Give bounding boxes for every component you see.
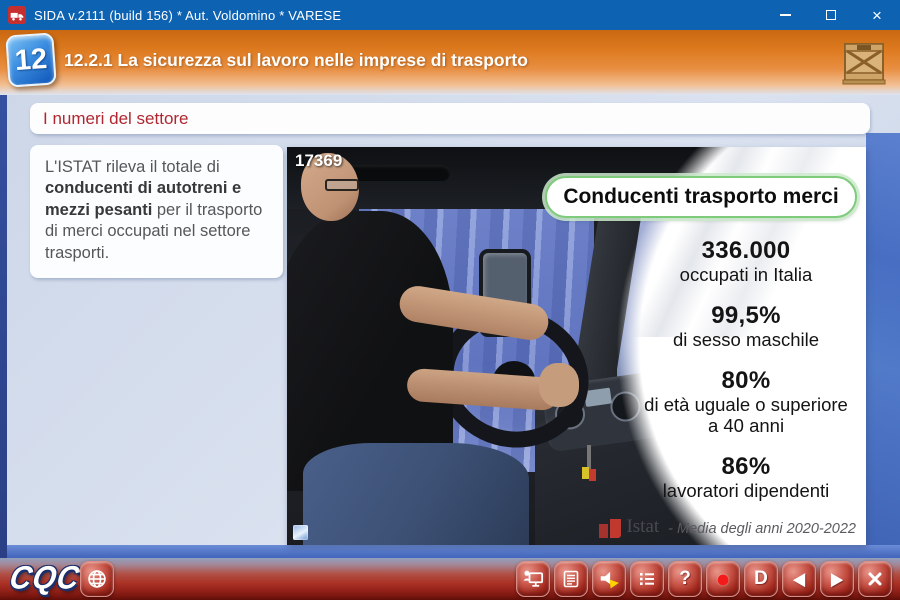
stat-occupati: 336.000 occupati in Italia xyxy=(679,237,813,286)
intro-text-box: L'ISTAT rileva il totale di conducenti d… xyxy=(30,145,283,279)
record-icon: ● xyxy=(715,564,731,593)
bottom-toolbar: CQC xyxy=(0,558,900,600)
intro-text-after: per il trasporto di merci occupati nel s… xyxy=(45,200,263,262)
infographic-panel: 17369 Conducenti trasporto merci 336.000… xyxy=(287,147,866,545)
screen-share-icon xyxy=(523,570,544,587)
page-title: 12.2.1 La sicurezza sul lavoro nelle imp… xyxy=(64,50,528,70)
stat-sesso: 99,5% di sesso maschile xyxy=(672,302,819,351)
cqc-logo: CQC xyxy=(6,560,83,597)
left-border xyxy=(0,95,7,558)
source-row: Istat - Media degli anni 2020-2022 xyxy=(599,516,856,538)
forward-button[interactable]: ▶ xyxy=(820,561,854,597)
photo-id-label: 17369 xyxy=(295,151,343,170)
crate-icon xyxy=(842,40,886,91)
record-button[interactable]: ● xyxy=(706,561,740,597)
right-side-strip xyxy=(866,133,900,558)
window-title: SIDA v.2111 (build 156) * Aut. Voldomino… xyxy=(34,7,342,23)
source-note: - Media degli anni 2020-2022 xyxy=(668,521,856,537)
title-bar: SIDA v.2111 (build 156) * Aut. Voldomino… xyxy=(0,0,900,30)
screen-share-button[interactable] xyxy=(516,561,550,597)
help-button[interactable]: ? xyxy=(668,561,702,597)
infographic-title: Conducenti trasporto merci xyxy=(545,176,857,218)
x-close-icon xyxy=(868,572,882,586)
forward-arrow-icon: ▶ xyxy=(830,569,844,590)
audio-icon xyxy=(600,571,619,589)
istat-logo: Istat xyxy=(599,516,659,538)
list-button[interactable] xyxy=(630,561,664,597)
chapter-number-badge: 12 xyxy=(5,32,57,88)
lesson-content: I numeri del settore L'ISTAT rileva il t… xyxy=(0,95,900,558)
globe-button[interactable] xyxy=(80,561,114,597)
truck-app-icon xyxy=(8,6,26,24)
exit-button[interactable] xyxy=(858,561,892,597)
maximize-icon[interactable] xyxy=(808,0,854,30)
question-mark-icon: ? xyxy=(679,568,691,589)
section-title: I numeri del settore xyxy=(43,108,189,128)
toolbar-buttons: ? ● D ◀ ▶ xyxy=(516,561,892,597)
document-icon xyxy=(563,570,579,588)
stat-eta: 80% di età uguale o superiore a 40 anni xyxy=(644,367,848,437)
window-controls: × xyxy=(762,0,900,30)
back-button[interactable]: ◀ xyxy=(782,561,816,597)
document-button[interactable] xyxy=(554,561,588,597)
letter-d-icon: D xyxy=(754,568,768,589)
chapter-header: 12 12.2.1 La sicurezza sul lavoro nelle … xyxy=(0,30,900,95)
globe-icon xyxy=(88,570,106,588)
back-arrow-icon: ◀ xyxy=(792,569,806,590)
dictionary-button[interactable]: D xyxy=(744,561,778,597)
close-icon[interactable]: × xyxy=(872,5,882,25)
stats-column: 336.000 occupati in Italia 99,5% di sess… xyxy=(638,237,854,518)
intro-text-bold: conducenti di autotreni e mezzi pesanti xyxy=(45,179,242,219)
watermark-logo xyxy=(293,525,308,540)
minimize-icon[interactable] xyxy=(762,0,808,30)
audio-button[interactable] xyxy=(592,561,626,597)
stat-dipendenti: 86% lavoratori dipendenti xyxy=(662,452,830,502)
list-icon xyxy=(640,573,654,585)
section-header: I numeri del settore xyxy=(30,103,870,134)
intro-text-before: L'ISTAT rileva il totale di xyxy=(45,158,220,176)
bottom-band xyxy=(7,545,900,558)
